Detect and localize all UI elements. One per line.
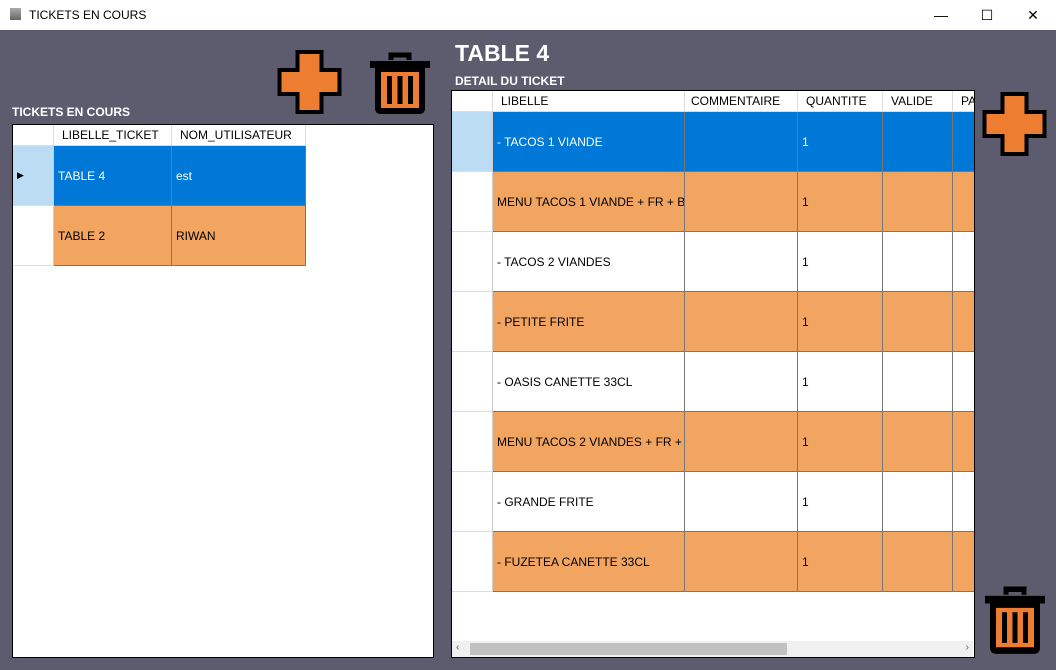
tickets-label: TICKETS EN COURS <box>12 105 131 119</box>
ticket-title: TABLE 4 <box>455 40 550 66</box>
table-cell[interactable] <box>685 472 798 532</box>
table-cell[interactable] <box>685 232 798 292</box>
table-cell[interactable]: - TACOS 2 VIANDES <box>493 232 685 292</box>
table-cell[interactable]: 1 <box>798 232 883 292</box>
table-cell[interactable]: 1 <box>798 172 883 232</box>
table-cell[interactable]: MENU TACOS 2 VIANDES + FR + BO <box>493 412 685 472</box>
close-button[interactable]: ✕ <box>1027 7 1039 23</box>
column-header[interactable]: LIBELLE_TICKET <box>54 125 172 146</box>
row-header[interactable] <box>452 532 493 592</box>
scroll-right-arrow-icon[interactable]: › <box>965 642 969 653</box>
table-cell[interactable]: - OASIS CANETTE 33CL <box>493 352 685 412</box>
table-cell[interactable] <box>953 112 974 172</box>
column-header[interactable]: PA <box>953 91 974 112</box>
table-cell[interactable] <box>953 412 974 472</box>
row-header[interactable] <box>452 232 493 292</box>
table-cell[interactable]: TABLE 2 <box>54 206 172 266</box>
add-ticket-button[interactable] <box>277 50 342 114</box>
add-item-button[interactable] <box>982 92 1047 156</box>
table-cell[interactable]: 1 <box>798 532 883 592</box>
window-title: TICKETS EN COURS <box>29 8 147 22</box>
row-header[interactable] <box>452 412 493 472</box>
row-header[interactable] <box>452 352 493 412</box>
row-header[interactable] <box>452 112 493 172</box>
column-header[interactable]: VALIDE <box>883 91 953 112</box>
column-header[interactable]: COMMENTAIRE <box>685 91 798 112</box>
table-cell[interactable]: - TACOS 1 VIANDE <box>493 112 685 172</box>
table-cell[interactable]: - FUZETEA CANETTE 33CL <box>493 532 685 592</box>
table-cell[interactable] <box>685 112 798 172</box>
column-header[interactable]: LIBELLE <box>493 91 685 112</box>
delete-ticket-button[interactable] <box>369 52 431 116</box>
table-cell[interactable] <box>953 532 974 592</box>
table-cell[interactable] <box>883 232 953 292</box>
table-cell[interactable] <box>883 352 953 412</box>
table-cell[interactable]: est <box>172 146 306 206</box>
table-cell[interactable] <box>685 532 798 592</box>
table-cell[interactable] <box>883 172 953 232</box>
table-cell[interactable]: - PETITE FRITE <box>493 292 685 352</box>
table-cell[interactable] <box>685 172 798 232</box>
table-cell[interactable]: MENU TACOS 1 VIANDE + FR + BO <box>493 172 685 232</box>
table-cell[interactable]: 1 <box>798 412 883 472</box>
table-cell[interactable] <box>685 292 798 352</box>
row-header[interactable] <box>13 206 54 266</box>
table-cell[interactable]: 1 <box>798 112 883 172</box>
title-bar: TICKETS EN COURS — ☐ ✕ <box>0 0 1056 30</box>
table-cell[interactable]: 1 <box>798 352 883 412</box>
maximize-button[interactable]: ☐ <box>980 7 994 23</box>
table-cell[interactable]: 1 <box>798 292 883 352</box>
table-cell[interactable]: 1 <box>798 472 883 532</box>
scrollbar-thumb[interactable] <box>470 643 787 655</box>
row-header[interactable] <box>452 292 493 352</box>
table-cell[interactable] <box>883 292 953 352</box>
current-row-arrow-icon: ▶ <box>17 170 24 180</box>
table-cell[interactable] <box>953 292 974 352</box>
corner-header <box>452 91 493 112</box>
column-header[interactable]: QUANTITE <box>798 91 883 112</box>
scroll-left-arrow-icon[interactable]: ‹ <box>456 642 460 653</box>
delete-item-button[interactable] <box>984 586 1046 656</box>
corner-header <box>13 125 54 146</box>
table-cell[interactable] <box>953 352 974 412</box>
table-cell[interactable]: TABLE 4 <box>54 146 172 206</box>
detail-label: DETAIL DU TICKET <box>455 74 565 88</box>
column-header[interactable]: NOM_UTILISATEUR <box>172 125 306 146</box>
table-cell[interactable] <box>883 532 953 592</box>
horizontal-scrollbar[interactable]: ‹ › <box>452 641 973 657</box>
table-cell[interactable] <box>685 412 798 472</box>
table-cell[interactable]: - GRANDE FRITE <box>493 472 685 532</box>
table-cell[interactable]: RIWAN <box>172 206 306 266</box>
minimize-button[interactable]: — <box>934 7 948 23</box>
row-header[interactable] <box>452 172 493 232</box>
table-cell[interactable] <box>953 232 974 292</box>
row-header[interactable] <box>452 472 493 532</box>
table-cell[interactable] <box>883 472 953 532</box>
row-header[interactable]: ▶ <box>13 146 54 206</box>
table-cell[interactable] <box>953 172 974 232</box>
app-icon <box>10 8 21 20</box>
table-cell[interactable] <box>953 472 974 532</box>
tickets-grid[interactable]: LIBELLE_TICKET NOM_UTILISATEUR ▶ TABLE 4… <box>12 124 434 658</box>
table-cell[interactable] <box>685 352 798 412</box>
ticket-detail-grid[interactable]: LIBELLE COMMENTAIRE QUANTITE VALIDE PA -… <box>451 90 975 658</box>
table-cell[interactable] <box>883 412 953 472</box>
table-cell[interactable] <box>883 112 953 172</box>
